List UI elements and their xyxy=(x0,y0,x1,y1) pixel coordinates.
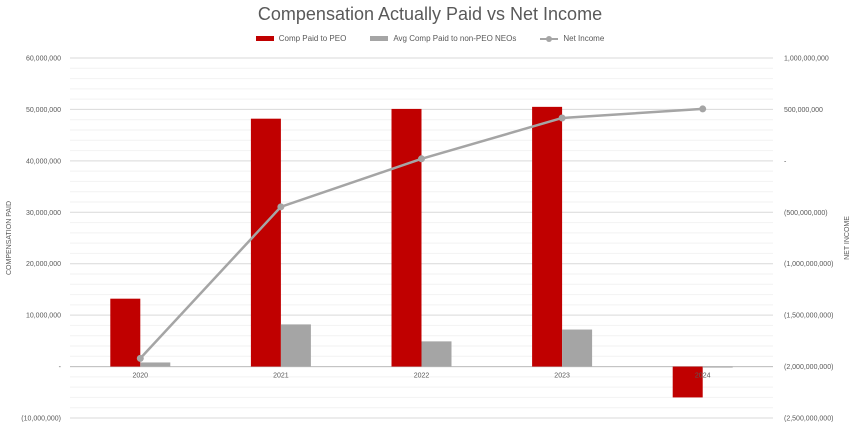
red-swatch-icon xyxy=(255,36,274,41)
y-tick-label: 20,000,000 xyxy=(26,261,61,268)
legend-item-net-income: Net Income xyxy=(540,34,604,43)
bar xyxy=(702,366,733,368)
bar xyxy=(562,329,593,367)
line-marker xyxy=(418,155,425,163)
line-marker-icon xyxy=(540,35,559,42)
y2-tick-label: (2,500,000,000) xyxy=(784,416,833,423)
y2-tick-label: (2,000,000,000) xyxy=(784,364,833,371)
y-tick-label: - xyxy=(59,364,62,371)
bar xyxy=(532,106,563,367)
y-tick-label: 30,000,000 xyxy=(26,210,61,217)
chart-title: Compensation Actually Paid vs Net Income xyxy=(257,4,603,24)
y2-tick-label: 500,000,000 xyxy=(784,107,823,114)
y-tick-label: 10,000,000 xyxy=(26,313,61,320)
y2-tick-label: (500,000,000) xyxy=(784,210,828,217)
y-axis-title: COMPENSATION PAID xyxy=(6,201,13,275)
bar xyxy=(140,362,171,367)
y2-tick-label: - xyxy=(784,158,787,165)
line-marker xyxy=(558,114,566,122)
y2-tick-label: 1,000,000,000 xyxy=(784,56,829,63)
bar xyxy=(421,341,452,367)
legend-label-neo: Avg Comp Paid to non-PEO NEOs xyxy=(393,34,517,43)
line-marker xyxy=(699,105,707,113)
y2-tick-label: (1,500,000,000) xyxy=(784,313,833,320)
y-tick-label: 50,000,000 xyxy=(26,107,61,114)
y-tick-label: (10,000,000) xyxy=(21,416,61,423)
gray-swatch-icon xyxy=(370,36,389,41)
y2-axis-title: NET INCOME xyxy=(844,216,851,260)
legend: Comp Paid to PEO Avg Comp Paid to non-PE… xyxy=(0,34,860,43)
x-tick-label: 2023 xyxy=(554,373,570,380)
legend-item-peo: Comp Paid to PEO xyxy=(255,34,347,43)
bar xyxy=(110,298,141,367)
x-tick-label: 2021 xyxy=(273,373,289,380)
legend-item-neo: Avg Comp Paid to non-PEO NEOs xyxy=(370,34,516,43)
legend-label-peo: Comp Paid to PEO xyxy=(278,34,347,43)
bar xyxy=(391,108,422,367)
y-tick-label: 60,000,000 xyxy=(26,56,61,63)
y2-tick-label: (1,000,000,000) xyxy=(784,261,833,268)
line-marker xyxy=(277,203,285,211)
legend-label-net-income: Net Income xyxy=(563,34,605,43)
y-tick-label: 40,000,000 xyxy=(26,158,61,165)
bar xyxy=(250,118,281,367)
x-tick-label: 2020 xyxy=(133,373,149,380)
x-tick-label: 2024 xyxy=(695,373,711,380)
x-tick-label: 2022 xyxy=(414,373,430,380)
bar xyxy=(280,324,311,367)
bar xyxy=(672,366,703,398)
line-marker xyxy=(136,354,144,362)
